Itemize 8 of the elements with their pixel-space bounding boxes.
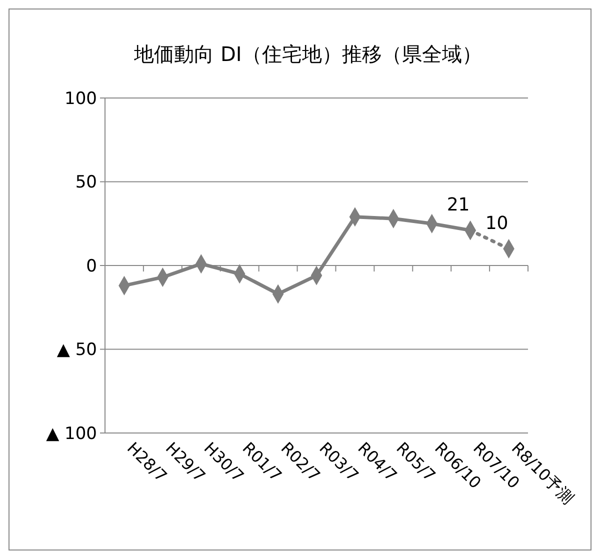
y-tick-label: ▲ 100: [46, 424, 97, 444]
chart-title: 地価動向 DI（住宅地）推移（県全域）: [133, 42, 482, 66]
y-tick-label: 100: [64, 88, 97, 109]
y-tick-label: 0: [86, 256, 97, 276]
data-label: 10: [485, 212, 508, 234]
y-tick-label: ▲ 50: [56, 340, 97, 360]
y-tick-label: 50: [75, 172, 97, 193]
data-label: 21: [446, 194, 470, 216]
